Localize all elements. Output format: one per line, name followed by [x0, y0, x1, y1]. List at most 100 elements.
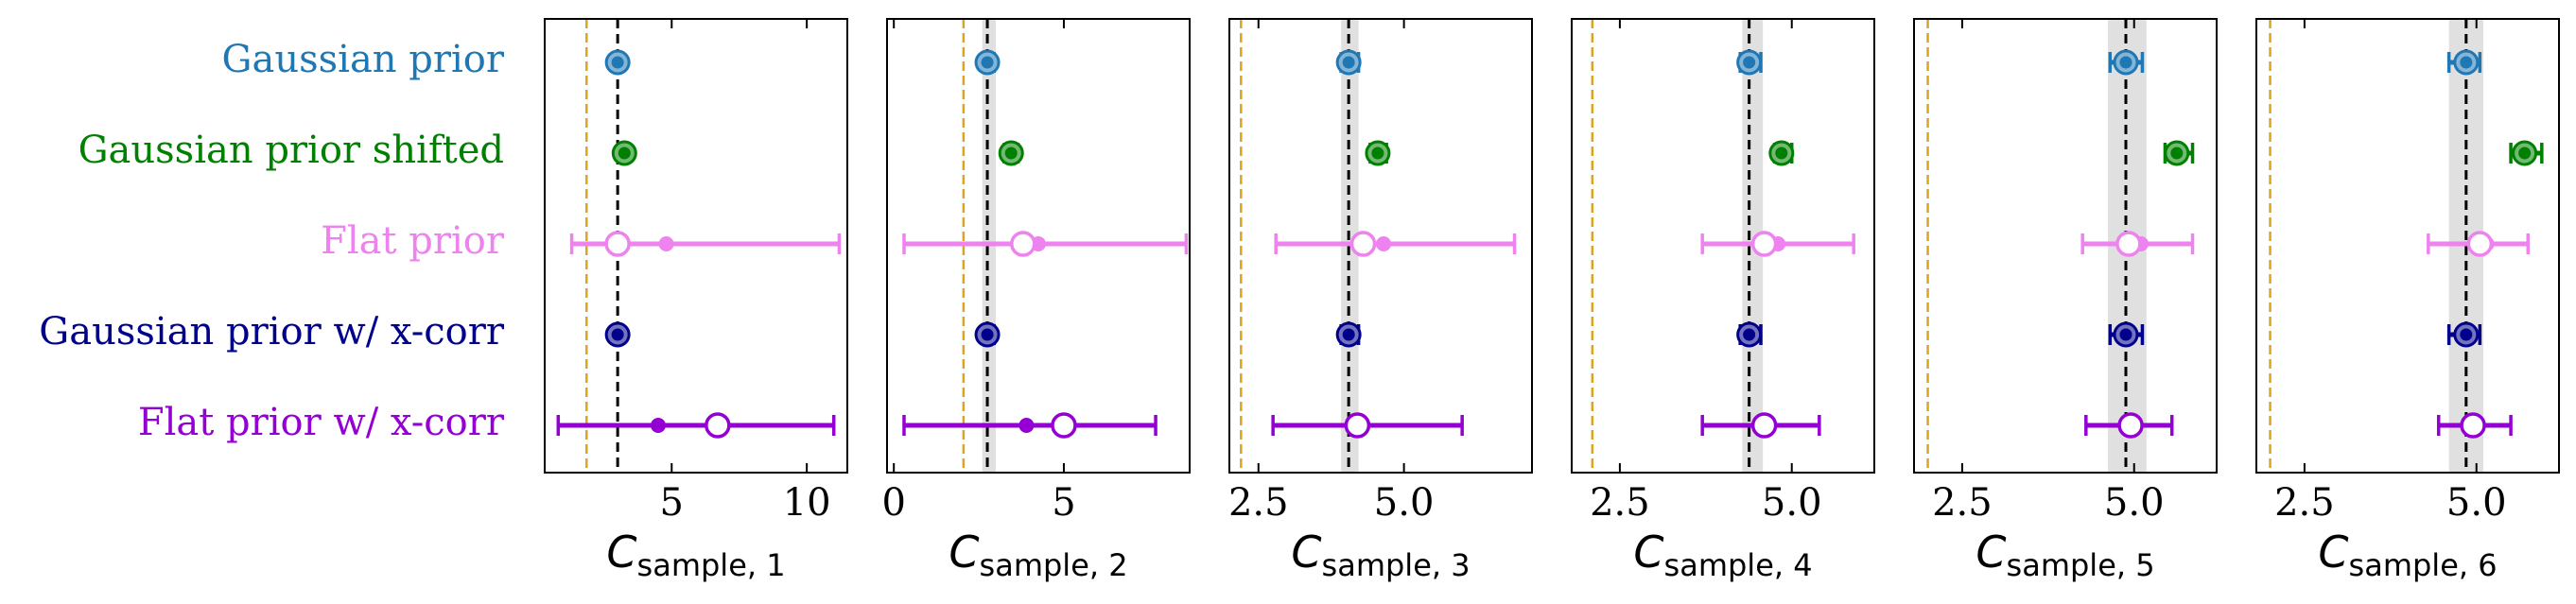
- estimate-marker: [2117, 412, 2144, 439]
- estimate-core: [1004, 147, 1018, 160]
- x-tick-label: 2.5: [2274, 481, 2335, 525]
- x-axis-label: Csample, 1: [606, 526, 785, 583]
- x-axis-label: Csample, 2: [949, 526, 1127, 583]
- x-axis-label-sub: sample, 2: [980, 547, 1128, 583]
- x-axis-label-sub: sample, 4: [1664, 547, 1813, 583]
- x-axis-label-main: C: [1633, 526, 1663, 578]
- x-tick-label: 10: [783, 481, 831, 525]
- row-label-flat-prior-xcorr: Flat prior w/ x-corr: [138, 401, 505, 444]
- point-5: [902, 412, 1157, 439]
- estimate-core: [1371, 147, 1384, 160]
- estimate-marker: [1051, 412, 1077, 439]
- estimate-marker: [604, 231, 631, 257]
- estimate-core: [2460, 328, 2473, 341]
- x-axis-label-sub: sample, 5: [2007, 547, 2155, 583]
- axes-frame: [544, 18, 848, 474]
- point-3: [902, 231, 1189, 257]
- estimate-marker: [705, 412, 731, 439]
- row-label-gaussian-prior-xcorr: Gaussian prior w/ x-corr: [39, 310, 505, 354]
- axes-frame: [2255, 18, 2560, 474]
- x-axis-label: Csample, 3: [1291, 526, 1470, 583]
- row-label-gaussian-prior-shifted: Gaussian prior shifted: [78, 129, 504, 172]
- point-2: [1768, 140, 1795, 166]
- x-tick-label: 2.5: [1228, 481, 1289, 525]
- median-marker: [1018, 418, 1035, 433]
- estimate-marker: [1349, 231, 1377, 257]
- point-4: [2108, 321, 2145, 348]
- estimate-core: [611, 56, 624, 69]
- estimate-core: [1342, 328, 1355, 341]
- point-2: [611, 140, 637, 166]
- x-tick-label: 0: [881, 481, 905, 525]
- x-axis-label-main: C: [949, 526, 979, 578]
- point-4: [2446, 321, 2482, 348]
- estimate-core: [611, 328, 624, 341]
- estimate-core: [981, 328, 994, 341]
- point-2: [2509, 140, 2544, 166]
- estimate-core: [981, 56, 994, 69]
- estimate-marker: [1010, 231, 1036, 257]
- x-tick-label: 2.5: [1932, 481, 1993, 525]
- point-3: [2427, 231, 2531, 257]
- estimate-core: [1775, 147, 1788, 160]
- point-1: [2446, 49, 2482, 76]
- point-5: [1700, 412, 1821, 439]
- point-1: [974, 49, 1001, 76]
- point-3: [2080, 231, 2195, 257]
- x-axis-label-sub: sample, 1: [637, 547, 786, 583]
- point-2: [1365, 140, 1391, 166]
- estimate-core: [2518, 147, 2532, 160]
- point-2: [2163, 140, 2195, 166]
- point-3: [1700, 231, 1855, 257]
- x-tick-label: 5.0: [1374, 481, 1435, 525]
- median-marker: [658, 236, 674, 251]
- row-labels: Gaussian prior Gaussian prior shifted Fl…: [39, 38, 505, 444]
- axes-frame: [1571, 18, 1875, 474]
- estimate-core: [2170, 147, 2184, 160]
- axes-frame: [886, 18, 1191, 474]
- estimate-marker: [2115, 231, 2142, 257]
- estimate-marker: [1750, 231, 1778, 257]
- estimate-core: [1743, 56, 1756, 69]
- point-5: [556, 412, 836, 439]
- axes-frame: [1913, 18, 2218, 474]
- median-marker: [651, 418, 666, 433]
- estimate-core: [2119, 328, 2132, 341]
- x-tick-label: 5.0: [2104, 481, 2165, 525]
- x-axis-label-main: C: [2318, 526, 2348, 578]
- point-4: [1736, 321, 1763, 348]
- x-tick-label: 5.0: [1762, 481, 1822, 525]
- point-1: [2108, 49, 2145, 76]
- point-2: [998, 140, 1024, 166]
- x-axis-label-main: C: [1976, 526, 2006, 578]
- median-marker: [1376, 236, 1392, 251]
- point-4: [974, 321, 1001, 348]
- estimate-marker: [1750, 412, 1778, 439]
- x-axis-label: Csample, 4: [1633, 526, 1812, 583]
- estimate-core: [2119, 56, 2132, 69]
- point-3: [569, 231, 842, 257]
- estimate-marker: [2460, 412, 2486, 439]
- estimate-core: [1743, 328, 1756, 341]
- estimate-marker: [2466, 231, 2494, 257]
- x-tick-label: 2.5: [1590, 481, 1650, 525]
- estimate-marker: [1344, 412, 1371, 439]
- point-1: [1335, 49, 1362, 76]
- point-5: [1271, 412, 1464, 439]
- x-axis-label-main: C: [1291, 526, 1321, 578]
- point-1: [1736, 49, 1763, 76]
- estimate-core: [618, 147, 631, 160]
- estimate-core: [1342, 56, 1355, 69]
- panel-5: 2.5 5.0 Csample, 5: [1913, 18, 2218, 583]
- row-label-gaussian-prior: Gaussian prior: [222, 38, 505, 81]
- x-axis-label-sub: sample, 3: [1322, 547, 1471, 583]
- estimate-core: [2460, 56, 2473, 69]
- x-tick-label: 5: [1052, 481, 1075, 525]
- point-4: [1335, 321, 1362, 348]
